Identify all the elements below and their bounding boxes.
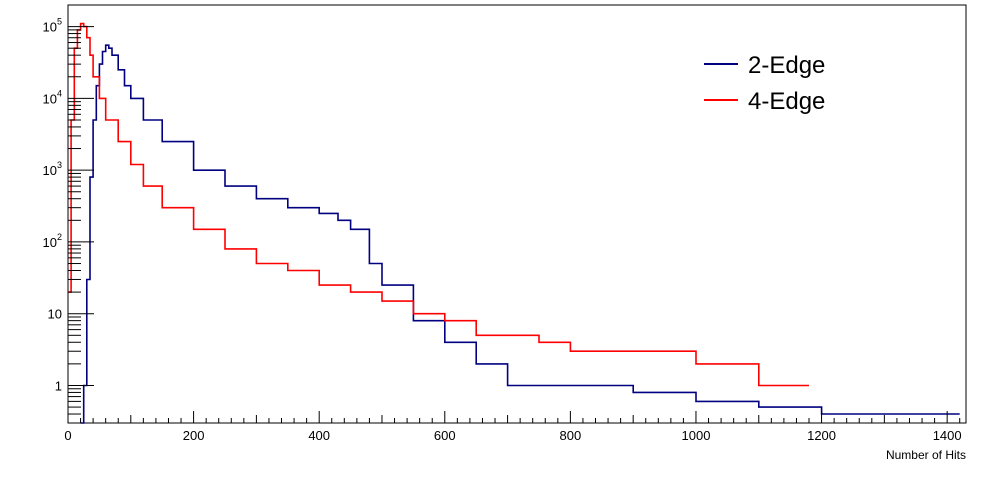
y-tick-label: 10 — [48, 307, 62, 322]
y-tick-label: 104 — [43, 88, 62, 106]
y-tick-label: 102 — [43, 232, 62, 250]
y-tick-label: 1 — [55, 378, 62, 393]
x-tick-label: 1000 — [682, 428, 711, 443]
x-tick-label: 800 — [560, 428, 582, 443]
x-axis-label: Number of Hits — [886, 448, 966, 462]
x-tick-label: 200 — [183, 428, 205, 443]
x-tick-label: 1200 — [807, 428, 836, 443]
y-tick-label: 103 — [43, 160, 62, 178]
legend-label: 4-Edge — [748, 88, 825, 115]
x-tick-label: 0 — [64, 428, 71, 443]
x-axis: 0 200 400 600 800 1000 1200 1400 — [64, 411, 962, 443]
plot-frame — [67, 4, 967, 424]
legend: 2-Edge 4-Edge — [704, 52, 825, 115]
x-tick-label: 400 — [308, 428, 330, 443]
y-axis: 1 10 102 103 104 105 — [43, 4, 94, 424]
y-tick-label: 105 — [43, 17, 62, 35]
legend-label: 2-Edge — [748, 52, 825, 79]
x-tick-label: 600 — [434, 428, 456, 443]
x-tick-label: 1400 — [933, 428, 962, 443]
series-layer — [68, 22, 960, 424]
series-line-2 — [68, 22, 809, 387]
